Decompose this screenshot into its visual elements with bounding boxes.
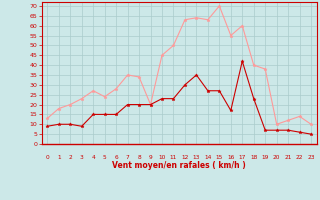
X-axis label: Vent moyen/en rafales ( km/h ): Vent moyen/en rafales ( km/h ) — [112, 161, 246, 170]
